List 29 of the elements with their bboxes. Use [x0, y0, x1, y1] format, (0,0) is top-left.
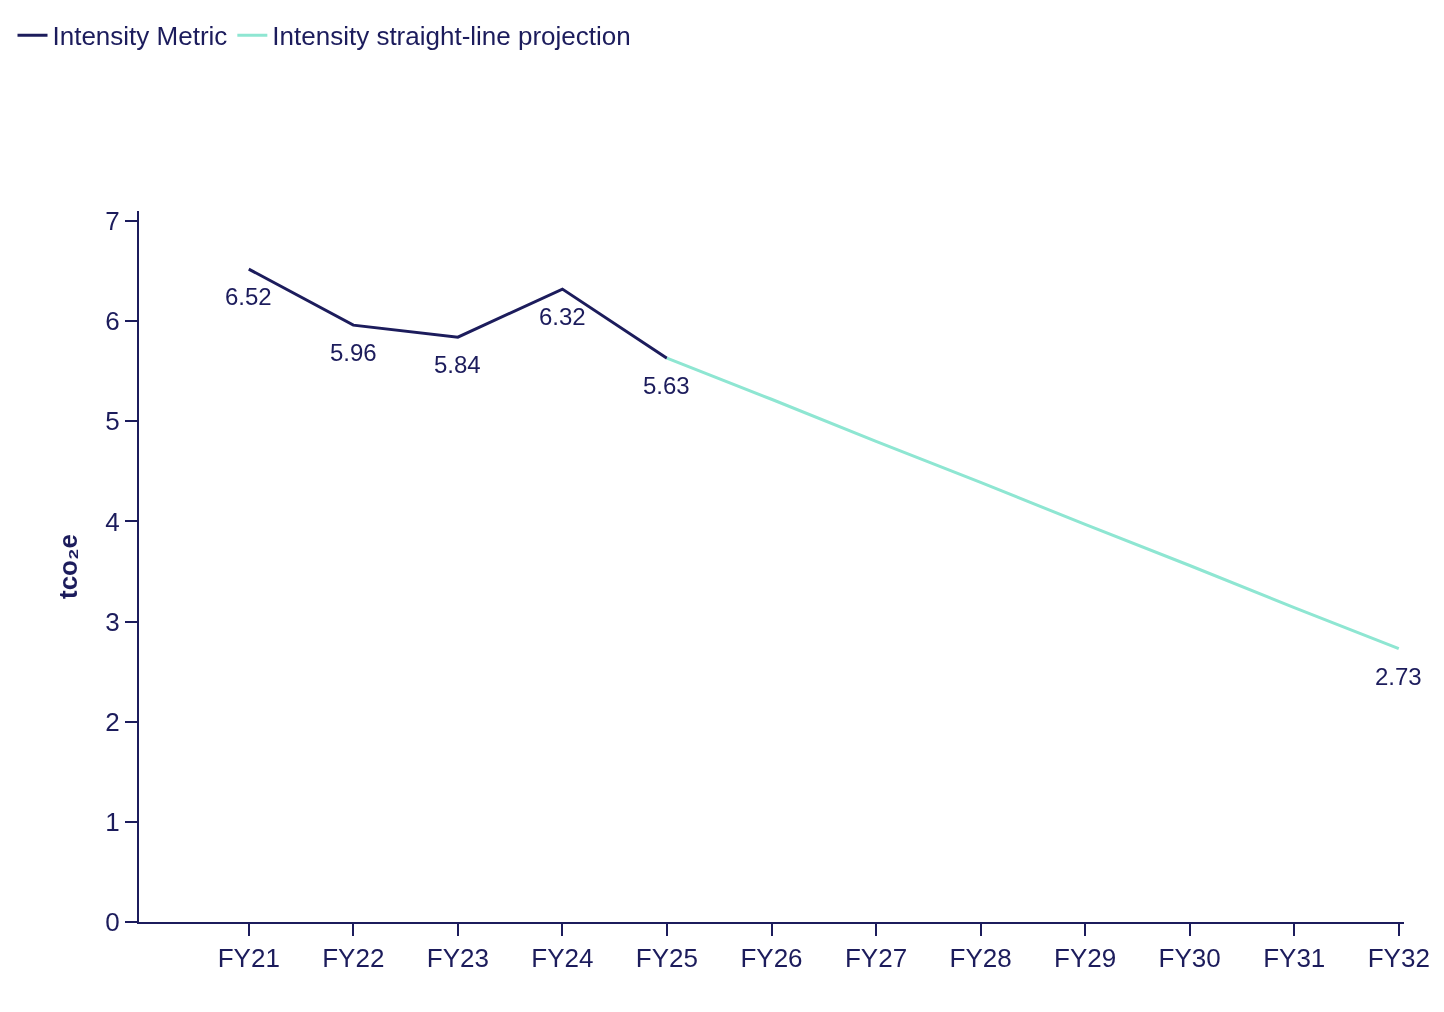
data-label: 6.52 [225, 283, 272, 310]
x-tick-label: FY30 [1158, 943, 1221, 974]
y-tick-label: 4 [105, 506, 120, 537]
x-tick-label: FY32 [1367, 943, 1430, 974]
data-label: 5.84 [434, 351, 481, 378]
legend-label: Intensity straight-line projection [272, 21, 631, 52]
x-tick-label: FY26 [740, 943, 803, 974]
x-tick-label: FY27 [844, 943, 908, 974]
y-tick-label: 6 [105, 306, 120, 337]
legend-label: Intensity Metric [52, 21, 228, 52]
x-tick-label: FY21 [217, 943, 280, 974]
y-tick-label: 7 [105, 206, 120, 237]
y-tick-label: 1 [105, 806, 120, 837]
y-tick-label: 0 [105, 907, 120, 938]
y-axis-title: tco₂e [53, 533, 84, 600]
data-label: 6.32 [539, 303, 586, 330]
x-tick-label: FY31 [1263, 943, 1326, 974]
data-label: 2.73 [1375, 663, 1422, 690]
x-tick-label: FY25 [635, 943, 699, 974]
y-tick-label: 5 [105, 406, 120, 437]
x-tick-label: FY28 [949, 943, 1012, 974]
x-tick-label: FY24 [531, 943, 594, 974]
x-tick-label: FY23 [426, 943, 489, 974]
y-tick-label: 2 [105, 706, 120, 737]
data-label: 5.96 [330, 339, 377, 366]
y-tick-label: 3 [105, 606, 120, 637]
x-tick-label: FY22 [322, 943, 385, 974]
x-tick-label: FY29 [1054, 943, 1117, 974]
data-label: 5.63 [643, 372, 690, 399]
